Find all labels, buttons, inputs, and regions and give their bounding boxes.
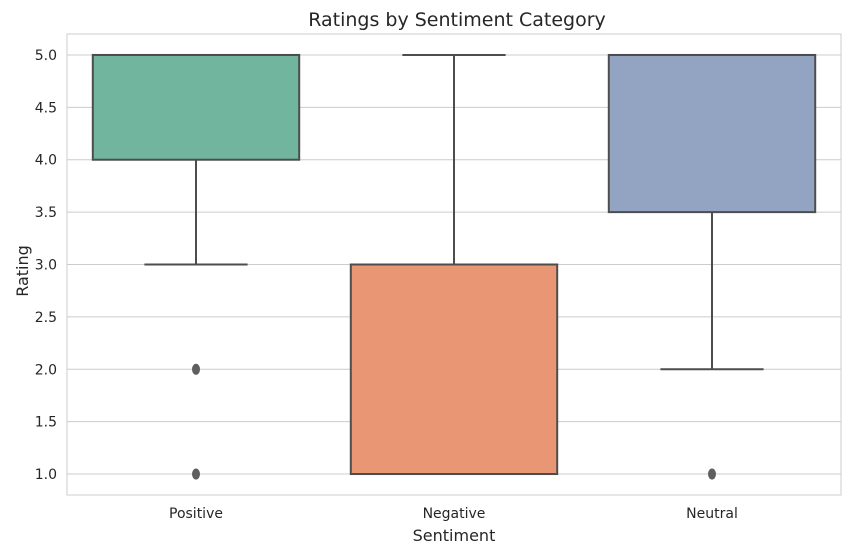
x-axis-ticks: Positive Negative Neutral: [169, 506, 738, 522]
y-tick-label: 5.0: [35, 48, 57, 64]
y-tick-label: 1.0: [35, 467, 57, 483]
y-tick-label: 4.0: [35, 153, 57, 169]
x-tick-label: Positive: [169, 506, 223, 522]
y-tick-label: 3.0: [35, 258, 57, 274]
y-tick-label: 2.0: [35, 362, 57, 378]
iqr-box: [349, 263, 559, 476]
box-neutral: [607, 53, 817, 480]
outlier-point: [192, 363, 200, 375]
box-negative: [349, 53, 559, 476]
iqr-box: [91, 53, 301, 161]
x-tick-label: Neutral: [686, 506, 738, 522]
outlier-point: [192, 468, 200, 480]
y-axis-ticks: 1.0 1.5 2.0 2.5 3.0 3.5 4.0 4.5 5.0: [35, 48, 57, 483]
y-tick-label: 3.5: [35, 205, 57, 221]
box-positive: [91, 53, 301, 480]
y-tick-label: 1.5: [35, 415, 57, 431]
iqr-box: [607, 53, 817, 214]
x-axis-label: Sentiment: [413, 526, 496, 545]
x-tick-label: Negative: [423, 506, 486, 522]
y-axis-label: Rating: [13, 245, 32, 297]
boxes: [91, 53, 817, 480]
chart-title: Ratings by Sentiment Category: [308, 9, 606, 31]
y-tick-label: 2.5: [35, 310, 57, 326]
y-tick-label: 4.5: [35, 100, 57, 116]
outlier-point: [708, 468, 716, 480]
plot-frame: [66, 33, 842, 496]
